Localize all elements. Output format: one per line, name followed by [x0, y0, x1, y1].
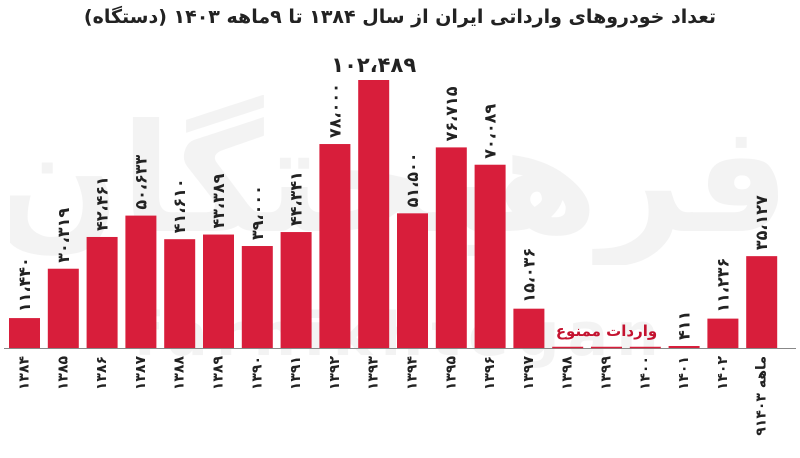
value-label: ۷۰،۰۸۹: [481, 104, 500, 159]
value-label: ۳۹،۰۰۰: [248, 185, 267, 240]
category-label: ۱۳۹۱: [288, 356, 304, 390]
category-label: ۱۳۹۲: [327, 356, 343, 391]
bar: [241, 246, 273, 348]
bar: [164, 239, 196, 348]
value-label: ۴۳،۳۸۹: [209, 173, 228, 228]
bar: [513, 308, 545, 348]
value-label: ۳۵،۱۲۷: [752, 195, 771, 250]
value-label: ۷۸،۰۰۰: [325, 83, 344, 138]
value-label: ۱۵،۰۳۶: [519, 248, 538, 303]
bar: [86, 236, 118, 348]
category-label: ۱۳۹۴: [405, 356, 421, 391]
value-label: ۵۱،۵۰۰: [403, 152, 422, 207]
category-label: ۱۴۰۲: [715, 356, 731, 391]
chart-title: تعداد خودروهای وارداتی ایران از سال ۱۳۸۴…: [83, 6, 717, 28]
category-label: ۱۳۹۹: [599, 356, 615, 391]
value-label: ۵۰،۶۳۳: [131, 154, 150, 209]
value-label: ۱۱،۴۴۰: [15, 257, 34, 312]
value-label: ۳۰،۳۱۹: [54, 208, 73, 263]
category-label: ۱۳۸۸: [172, 356, 188, 391]
value-label: ۱۰۲،۴۸۹: [331, 53, 416, 77]
category-label: ۱۳۸۶: [94, 356, 110, 390]
category-label: ۱۳۸۹: [211, 356, 227, 391]
value-label: ۱۱،۲۳۶: [713, 258, 732, 313]
bar: [280, 232, 312, 348]
category-label: ۱۳۸۷: [133, 356, 149, 391]
category-label: ۱۳۹۶: [482, 356, 498, 390]
category-label: ۱۳۹۰: [249, 356, 265, 390]
category-label: ۱۴۰۱: [676, 356, 692, 390]
category-label: ۱۳۹۸: [560, 356, 576, 391]
bar: [707, 318, 739, 348]
category-label: ۱۳۹۷: [521, 356, 537, 391]
value-label: ۷۶،۷۱۵: [442, 86, 461, 141]
value-label: ۴۴،۳۴۱: [287, 171, 306, 226]
category-label: ۱۴۰۰: [637, 356, 653, 390]
bar: [358, 80, 390, 348]
category-label: ۱۳۹۵: [443, 356, 459, 391]
bar: [9, 318, 40, 348]
annotation-label: واردات ممنوع: [556, 322, 657, 340]
bar: [319, 144, 351, 348]
category-label: ۱۳۸۴: [17, 356, 33, 391]
bar: [746, 256, 778, 348]
category-label: ۹ماهه ۱۴۰۳: [754, 356, 770, 436]
bar: [435, 147, 467, 348]
value-label: ۴۲،۴۶۱: [93, 176, 112, 231]
category-label: ۱۳۸۵: [55, 356, 71, 391]
bar: [668, 346, 700, 348]
bar: [203, 234, 234, 348]
value-label: ۴۱،۶۱۰: [170, 178, 189, 233]
bar: [47, 268, 79, 348]
value-label: ۴۱۱: [675, 311, 694, 340]
bar: [474, 164, 506, 348]
category-label: ۱۳۹۳: [366, 356, 382, 391]
bar: [125, 215, 157, 348]
bar: [397, 213, 428, 348]
